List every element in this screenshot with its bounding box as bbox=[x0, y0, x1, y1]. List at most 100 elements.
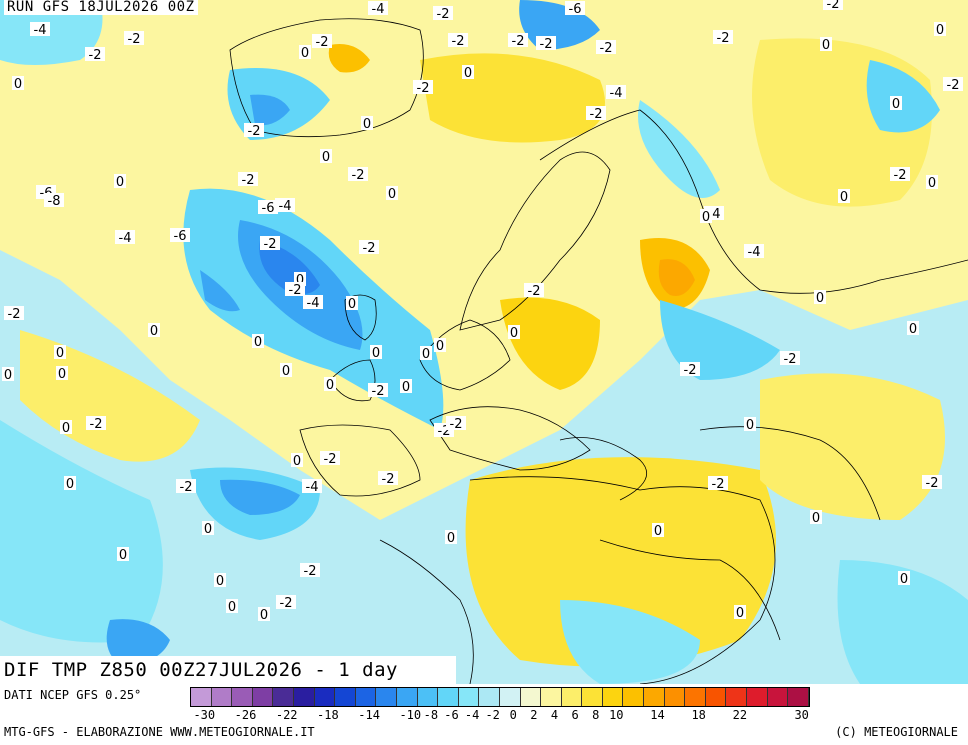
contour-label-bg bbox=[823, 0, 843, 10]
contour-label-bg bbox=[386, 186, 398, 200]
contour-label: 0 bbox=[56, 346, 64, 361]
scale-swatch bbox=[252, 688, 274, 706]
contour-label-bg bbox=[820, 37, 832, 51]
contour-label-bg bbox=[4, 306, 24, 320]
scale-tick-label: 30 bbox=[794, 708, 809, 722]
contour-label-bg bbox=[898, 571, 910, 585]
coastlines bbox=[229, 18, 968, 684]
contour-label-bg bbox=[890, 167, 910, 181]
contour-label: 0 bbox=[301, 46, 309, 61]
contour-label: -2 bbox=[324, 452, 337, 467]
contour-label: -4 bbox=[119, 231, 132, 246]
contour-label: -2 bbox=[8, 307, 21, 322]
contour-label-bg bbox=[586, 106, 606, 120]
contour-label: 0 bbox=[928, 176, 936, 191]
contour-label: -2 bbox=[452, 34, 465, 49]
contour-label-bg bbox=[524, 283, 544, 297]
scale-swatch bbox=[314, 688, 336, 706]
scale-tick-label: 14 bbox=[650, 708, 665, 722]
contour-label: -2 bbox=[304, 564, 317, 579]
scale-swatch bbox=[293, 688, 315, 706]
contour-label: -4 bbox=[307, 296, 320, 311]
contour-label: -2 bbox=[382, 472, 395, 487]
scale-swatch bbox=[541, 688, 562, 706]
contour-label-bg bbox=[56, 366, 68, 380]
contour-label-bg bbox=[346, 296, 358, 310]
contour-label-bg bbox=[115, 230, 135, 244]
contour-label-bg bbox=[117, 547, 129, 561]
scale-tick-label: 8 bbox=[592, 708, 600, 722]
color-scale-bar bbox=[190, 687, 810, 707]
scale-swatch bbox=[788, 688, 809, 706]
scale-tick-label: 0 bbox=[509, 708, 517, 722]
contour-label: -2 bbox=[717, 31, 730, 46]
scale-swatch bbox=[335, 688, 356, 706]
contour-label: -2 bbox=[248, 124, 261, 139]
contour-label-bg bbox=[680, 362, 700, 376]
contour-label: 0 bbox=[66, 477, 74, 492]
scale-swatch bbox=[705, 688, 727, 706]
contour-label: -2 bbox=[289, 283, 302, 298]
contour-label-bg bbox=[413, 80, 433, 94]
scale-swatch bbox=[685, 688, 706, 706]
contour-label: -4 bbox=[306, 480, 319, 495]
contour-label-bg bbox=[44, 193, 64, 207]
contour-label-bg bbox=[85, 47, 105, 61]
contour-label-bg bbox=[280, 363, 292, 377]
contour-label-bg bbox=[276, 595, 296, 609]
contour-label-bg bbox=[124, 31, 144, 45]
contour-label-bg bbox=[324, 377, 336, 391]
contour-label-bg bbox=[275, 198, 295, 212]
contour-label: 0 bbox=[822, 38, 830, 53]
contour-label-bg bbox=[54, 345, 66, 359]
contour-label-bg bbox=[446, 416, 466, 430]
contour-label: -2 bbox=[540, 37, 553, 52]
contour-label: 0 bbox=[14, 77, 22, 92]
scale-swatch bbox=[602, 688, 624, 706]
contour-label: -2 bbox=[242, 173, 255, 188]
contour-label: 0 bbox=[936, 23, 944, 38]
contour-label: 0 bbox=[510, 326, 518, 341]
contour-label: 0 bbox=[654, 524, 662, 539]
contour-label: 0 bbox=[62, 421, 70, 436]
contour-label-bg bbox=[258, 607, 270, 621]
contour-label-bg bbox=[934, 22, 946, 36]
contour-label-bg bbox=[606, 85, 626, 99]
contour-label: -2 bbox=[372, 384, 385, 399]
contour-label-bg bbox=[361, 116, 373, 130]
contour-label-bg bbox=[700, 209, 712, 223]
contour-label: 0 bbox=[909, 322, 917, 337]
scale-tick-label: -22 bbox=[275, 708, 298, 722]
contour-label-bg bbox=[64, 476, 76, 490]
contour-label: 0 bbox=[116, 175, 124, 190]
contour-label: -2 bbox=[437, 7, 450, 22]
scale-tick-label: -4 bbox=[464, 708, 480, 722]
contour-label: 0 bbox=[58, 367, 66, 382]
contour-label: -8 bbox=[48, 194, 61, 209]
contour-label: -2 bbox=[316, 35, 329, 50]
scale-swatch bbox=[355, 688, 377, 706]
contour-label: -2 bbox=[528, 284, 541, 299]
contour-label: 0 bbox=[326, 378, 334, 393]
contour-label-bg bbox=[890, 96, 902, 110]
contour-label-bg bbox=[359, 240, 379, 254]
contour-label: 0 bbox=[293, 454, 301, 469]
contour-label-bg bbox=[434, 338, 446, 352]
contour-label-bg bbox=[713, 30, 733, 44]
contour-label-bg bbox=[922, 475, 942, 489]
contour-label-bg bbox=[238, 172, 258, 186]
contour-label: -2 bbox=[600, 41, 613, 56]
contour-label: -4 bbox=[610, 86, 623, 101]
scale-swatch bbox=[417, 688, 439, 706]
contour-label-bg bbox=[226, 599, 238, 613]
contour-label-bg bbox=[260, 236, 280, 250]
contour-label: 0 bbox=[812, 511, 820, 526]
contour-label: 0 bbox=[436, 339, 444, 354]
contour-label-bg bbox=[291, 453, 303, 467]
color-scale-labels: -30 -26 -22 -18 -14 -10 -8 -6 -4 -2 0 2 4 6 8 10 14 18 22 3… bbox=[190, 708, 968, 722]
scale-tick-label: -26 bbox=[234, 708, 257, 722]
contour-label-bg bbox=[320, 149, 332, 163]
scale-swatch bbox=[664, 688, 686, 706]
contour-label: 0 bbox=[892, 97, 900, 112]
contour-label-bg bbox=[596, 40, 616, 54]
